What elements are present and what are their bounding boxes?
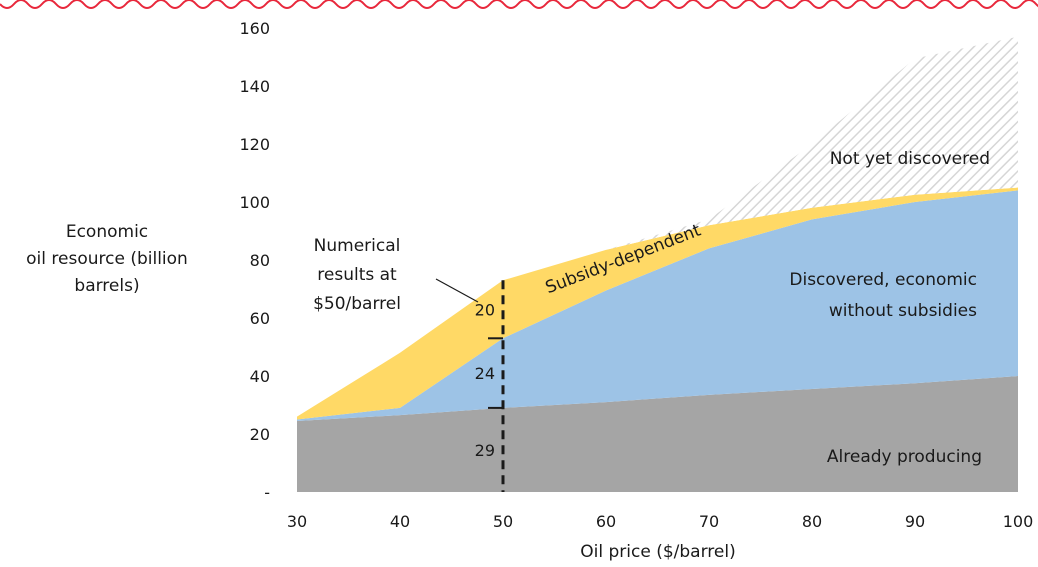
y-tick-label: 120 — [239, 135, 270, 154]
x-tick-label: 90 — [905, 512, 925, 531]
y-tick-label: 20 — [250, 425, 270, 444]
area-subsidy-dependent — [297, 187, 1018, 420]
y-axis-ticks: - 20 40 60 80 100 120 140 160 — [239, 19, 270, 502]
top-wavy-border — [0, 0, 1038, 9]
stacked-areas — [297, 36, 1018, 492]
y-tick-label: 100 — [239, 193, 270, 212]
x-tick-label: 40 — [390, 512, 410, 531]
annotation-text-line-3: $50/barrel — [313, 294, 401, 314]
annotation-leader-line — [435, 278, 479, 303]
area-already-producing — [297, 376, 1018, 492]
x-tick-label: 30 — [287, 512, 307, 531]
area-not-yet-discovered — [297, 36, 1018, 417]
y-tick-label: 160 — [239, 19, 270, 38]
y-tick-label: 60 — [250, 309, 270, 328]
y-axis-title-line-2: oil resource (billion — [26, 249, 188, 269]
x-tick-label: 50 — [493, 512, 513, 531]
annotation-value-already-producing: 29 — [475, 441, 495, 460]
label-not-yet-discovered: Not yet discovered — [830, 149, 990, 169]
y-tick-label: 140 — [239, 77, 270, 96]
x-tick-label: 60 — [596, 512, 616, 531]
x-axis-ticks: 30 40 50 60 70 80 90 100 — [287, 512, 1033, 531]
price-50-annotation: Numerical results at $50/barrel 29 24 20 — [313, 236, 505, 492]
label-already-producing: Already producing — [827, 447, 982, 467]
x-tick-label: 70 — [699, 512, 719, 531]
label-discovered-line-2: without subsidies — [829, 301, 977, 321]
x-tick-label: 80 — [802, 512, 822, 531]
x-tick-label: 100 — [1003, 512, 1034, 531]
x-axis-title: Oil price ($/barrel) — [580, 542, 735, 562]
label-discovered-line-1: Discovered, economic — [789, 270, 977, 290]
area-discovered-economic — [297, 190, 1018, 421]
y-tick-label: 40 — [250, 367, 270, 386]
y-tick-label: - — [264, 483, 270, 502]
y-axis-title: Economic oil resource (billion barrels) — [26, 222, 188, 296]
annotation-value-subsidy-dependent: 20 — [475, 300, 495, 319]
annotation-text-line-2: results at — [317, 265, 397, 285]
annotation-text-line-1: Numerical — [314, 236, 401, 256]
annotation-value-discovered: 24 — [475, 364, 495, 383]
y-tick-label: 80 — [250, 251, 270, 270]
y-axis-title-line-3: barrels) — [74, 276, 139, 296]
y-axis-title-line-1: Economic — [66, 222, 148, 242]
